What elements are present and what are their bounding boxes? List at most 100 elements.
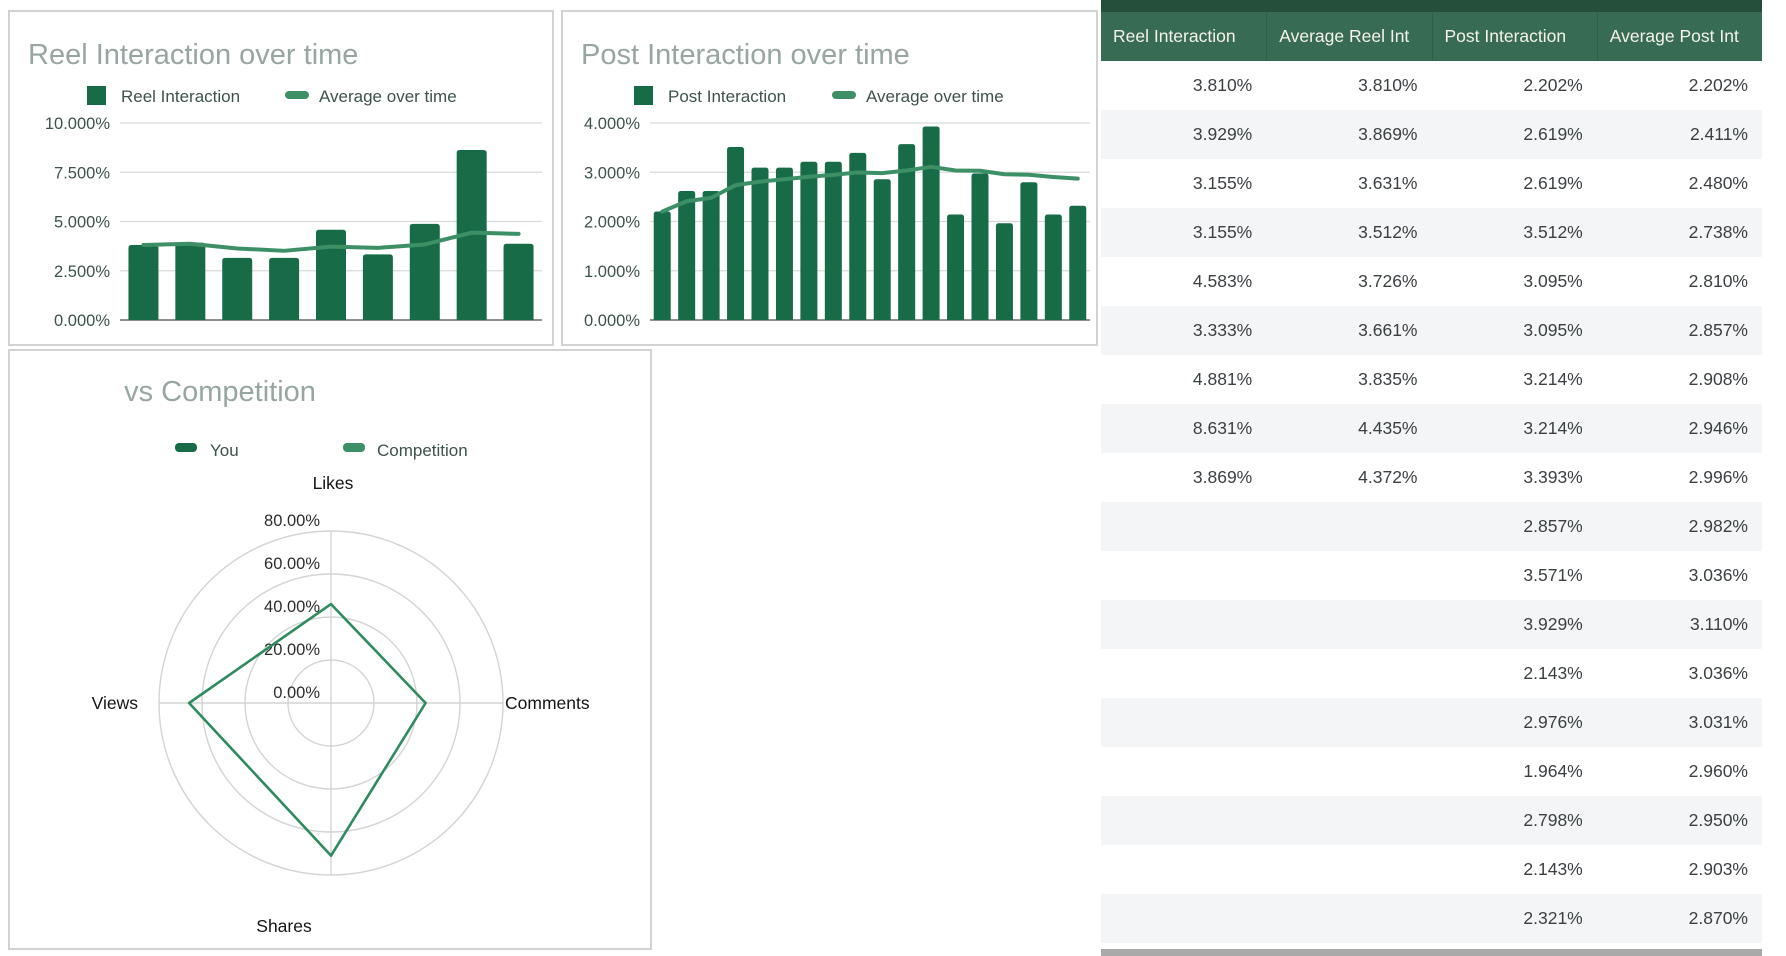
table-cell[interactable] [1101, 796, 1266, 845]
table-cell[interactable] [1101, 894, 1266, 943]
table-cell[interactable] [1101, 600, 1266, 649]
table-cell[interactable]: 3.036% [1688, 663, 1748, 683]
bar [269, 257, 300, 320]
radar-ring-label: 60.00% [264, 555, 320, 573]
table-cell[interactable] [1266, 845, 1431, 894]
table-cell[interactable]: 2.798% [1523, 810, 1583, 830]
legend-competition-label: Competition [377, 441, 468, 460]
table-cell[interactable]: 3.214% [1523, 369, 1583, 389]
table-cell[interactable]: 3.726% [1358, 271, 1418, 291]
radar-polygon-you [187, 602, 427, 857]
table-cell[interactable]: 4.372% [1358, 467, 1418, 487]
table-cell[interactable] [1101, 649, 1266, 698]
table-cell[interactable]: 2.143% [1523, 663, 1583, 683]
table-cell[interactable]: 2.810% [1688, 271, 1748, 291]
table-cell[interactable]: 3.631% [1358, 173, 1418, 193]
post-interaction-chart-panel[interactable]: Post Interaction over time Post Interacti… [561, 10, 1098, 346]
table-row: 2.976% 3.031% [1101, 698, 1762, 747]
table-cell[interactable]: 3.393% [1523, 467, 1583, 487]
table-cell[interactable]: 3.110% [1689, 614, 1748, 634]
table-cell[interactable]: 2.908% [1688, 369, 1748, 389]
table-cell[interactable]: 3.333% [1192, 320, 1253, 340]
table-cell[interactable]: 3.095% [1523, 320, 1583, 340]
bar [175, 242, 206, 320]
vs-competition-radar-chart: vs Competition You Competition 0.00% 20.00% 4… [92, 376, 590, 936]
table-cell[interactable]: 2.202% [1688, 75, 1748, 95]
table-cell[interactable]: 2.946% [1688, 418, 1748, 438]
table-cell[interactable] [1101, 747, 1266, 796]
table-cell[interactable]: 2.976% [1523, 712, 1583, 732]
table-cell[interactable]: 3.155% [1192, 173, 1253, 193]
table-cell[interactable] [1101, 502, 1266, 551]
table-cell[interactable]: 4.435% [1358, 418, 1418, 438]
table-cell[interactable]: 2.857% [1523, 516, 1583, 536]
table-cell[interactable]: 2.982% [1688, 516, 1748, 536]
table-cell[interactable] [1266, 894, 1431, 943]
table-cell[interactable]: 8.631% [1192, 418, 1253, 438]
bars-group [653, 126, 1087, 320]
table-header-cell[interactable]: Average Reel Int [1266, 12, 1431, 61]
bar [362, 254, 393, 320]
table-cell[interactable]: 3.810% [1358, 75, 1418, 95]
table-cell[interactable]: 2.202% [1523, 75, 1583, 95]
table-cell[interactable]: 2.619% [1523, 173, 1583, 193]
radar-category-comments: Comments [505, 693, 590, 713]
table-cell[interactable]: 2.619% [1523, 124, 1583, 144]
table-cell[interactable]: 2.411% [1689, 124, 1748, 144]
table-cell[interactable]: 3.810% [1192, 75, 1253, 95]
table-cell[interactable] [1101, 845, 1266, 894]
table-cell[interactable]: 2.950% [1688, 810, 1748, 830]
table-header-cell[interactable]: Reel Interaction [1113, 26, 1236, 46]
table-cell[interactable]: 2.738% [1688, 222, 1748, 242]
reel-interaction-chart-panel[interactable]: Reel Interaction over time Reel Interacti… [8, 10, 554, 346]
table-cell[interactable]: 2.143% [1523, 859, 1583, 879]
table-cell[interactable]: 3.835% [1358, 369, 1418, 389]
legend-bar-swatch [634, 86, 653, 105]
table-header-cell[interactable]: Average Post Int [1596, 12, 1762, 61]
table-cell[interactable]: 2.321% [1523, 908, 1583, 928]
table-cell[interactable]: 3.095% [1523, 271, 1583, 291]
legend-you-label: You [210, 441, 239, 460]
table-cell[interactable]: 3.571% [1523, 565, 1583, 585]
table-cell[interactable] [1266, 796, 1431, 845]
table-cell[interactable] [1101, 551, 1266, 600]
table-cell[interactable] [1266, 747, 1431, 796]
table-cell[interactable]: 3.036% [1688, 565, 1748, 585]
bar [751, 167, 769, 320]
table-cell[interactable]: 4.881% [1192, 369, 1253, 389]
table-cell[interactable] [1266, 649, 1431, 698]
table-cell[interactable]: 3.512% [1358, 222, 1418, 242]
table-cell[interactable]: 3.031% [1688, 712, 1748, 732]
table-cell[interactable]: 3.661% [1358, 320, 1418, 340]
table-cell[interactable]: 2.870% [1688, 908, 1748, 928]
bar [995, 223, 1013, 320]
table-cell[interactable]: 2.996% [1688, 467, 1748, 487]
table-cell[interactable]: 3.512% [1523, 222, 1583, 242]
table-cell[interactable]: 3.929% [1523, 614, 1583, 634]
table-cell[interactable]: 1.964% [1523, 761, 1583, 781]
table-cell[interactable]: 2.960% [1688, 761, 1748, 781]
table-row: 3.810% 3.810% 2.202% 2.202% [1101, 61, 1762, 110]
reel-interaction-chart: Reel Interaction over time Reel Interacti… [28, 39, 542, 330]
bar [873, 179, 891, 320]
table-cell[interactable]: 3.214% [1523, 418, 1583, 438]
table-cell[interactable]: 4.583% [1192, 271, 1253, 291]
table-cell[interactable] [1266, 502, 1431, 551]
table-cell[interactable]: 2.857% [1688, 320, 1748, 340]
table-cell[interactable] [1101, 698, 1266, 747]
table-cell[interactable] [1266, 698, 1431, 747]
table-cell[interactable]: 2.903% [1688, 859, 1748, 879]
table-top-strip [1101, 0, 1762, 12]
vs-competition-radar-panel[interactable]: vs Competition You Competition 0.00% 20.00% 4… [8, 349, 652, 950]
table-cell[interactable]: 2.480% [1688, 173, 1748, 193]
table-cell[interactable] [1266, 551, 1431, 600]
table-cell[interactable]: 3.869% [1192, 467, 1253, 487]
table-cell[interactable]: 3.155% [1192, 222, 1253, 242]
bar [503, 243, 534, 320]
table-cell[interactable]: 3.929% [1192, 124, 1253, 144]
average-line [660, 164, 1080, 214]
table-header-cell[interactable]: Post Interaction [1431, 12, 1597, 61]
table-cell[interactable] [1266, 600, 1431, 649]
table-cell[interactable]: 3.869% [1358, 124, 1418, 144]
bar [678, 191, 696, 320]
